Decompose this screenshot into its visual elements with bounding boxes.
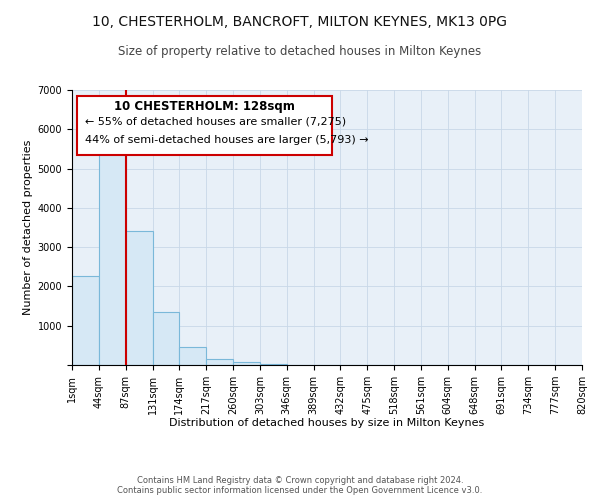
Bar — [72, 276, 99, 365]
Text: 44% of semi-detached houses are larger (5,793) →: 44% of semi-detached houses are larger (… — [85, 136, 368, 145]
Bar — [233, 362, 260, 365]
Text: 10, CHESTERHOLM, BANCROFT, MILTON KEYNES, MK13 0PG: 10, CHESTERHOLM, BANCROFT, MILTON KEYNES… — [92, 15, 508, 29]
Bar — [179, 348, 206, 365]
Text: 10 CHESTERHOLM: 128sqm: 10 CHESTERHOLM: 128sqm — [114, 100, 295, 112]
FancyBboxPatch shape — [77, 96, 332, 154]
Bar — [206, 358, 233, 365]
Text: Size of property relative to detached houses in Milton Keynes: Size of property relative to detached ho… — [118, 45, 482, 58]
Text: ← 55% of detached houses are smaller (7,275): ← 55% of detached houses are smaller (7,… — [85, 116, 346, 126]
Text: Contains HM Land Registry data © Crown copyright and database right 2024.: Contains HM Land Registry data © Crown c… — [137, 476, 463, 485]
Bar — [125, 231, 152, 365]
Bar — [99, 150, 125, 365]
Text: Contains public sector information licensed under the Open Government Licence v3: Contains public sector information licen… — [118, 486, 482, 495]
Bar — [260, 364, 287, 365]
Bar — [152, 312, 179, 365]
X-axis label: Distribution of detached houses by size in Milton Keynes: Distribution of detached houses by size … — [169, 418, 485, 428]
Y-axis label: Number of detached properties: Number of detached properties — [23, 140, 34, 315]
